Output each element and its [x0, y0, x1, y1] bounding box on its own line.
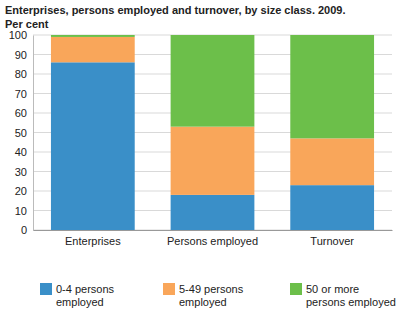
y-axis-line	[33, 36, 34, 231]
chart-container: Enterprises, persons employed and turnov…	[0, 0, 400, 320]
y-tick: 30	[15, 166, 33, 178]
bar	[51, 62, 135, 230]
y-tick-label: 90	[15, 49, 27, 61]
bar	[171, 195, 255, 230]
y-axis: 0 10 20 30 40 50 60 70 80 90 100	[9, 29, 34, 236]
legend-swatch	[40, 283, 52, 295]
legend-swatch	[290, 283, 302, 295]
legend: 0-4 personsemployed 5-49 personsemployed 5…	[40, 283, 396, 308]
y-tick: 90	[15, 49, 33, 61]
y-tick: 10	[15, 205, 33, 217]
bar	[171, 127, 255, 195]
x-axis: Enterprises Persons employed Turnover	[34, 230, 393, 247]
bars	[51, 35, 374, 230]
y-tick-label: 20	[15, 185, 27, 197]
bar	[51, 35, 135, 37]
y-tick-label: 40	[15, 146, 27, 158]
y-tick-label: 60	[15, 107, 27, 119]
x-tick-label: Persons employed	[167, 235, 258, 247]
bar	[290, 138, 374, 185]
y-tick-label: 80	[15, 68, 27, 80]
chart-svg: Enterprises, persons employed and turnov…	[0, 0, 400, 320]
series-group	[51, 35, 374, 138]
y-tick: 0	[21, 224, 33, 236]
y-tick-label: 100	[9, 29, 27, 41]
y-tick-label: 30	[15, 166, 27, 178]
y-tick: 50	[15, 127, 33, 139]
x-tick-label: Turnover	[310, 235, 354, 247]
y-tick: 80	[15, 68, 33, 80]
legend-label: 5-49 personsemployed	[179, 283, 244, 308]
bar	[290, 185, 374, 230]
grid	[33, 35, 392, 230]
y-tick-label: 10	[15, 205, 27, 217]
bar	[171, 35, 255, 127]
y-tick: 20	[15, 185, 33, 197]
x-tick: Turnover	[310, 230, 354, 247]
legend-label: 0-4 personsemployed	[56, 283, 115, 308]
y-tick-label: 50	[15, 127, 27, 139]
x-axis-line	[34, 230, 393, 231]
y-tick: 60	[15, 107, 33, 119]
x-tick-label: Enterprises	[65, 235, 121, 247]
y-tick-label: 70	[15, 88, 27, 100]
title: Enterprises, persons employed and turnov…	[5, 4, 346, 16]
legend-label: 50 or morepersons employed	[306, 283, 396, 308]
x-tick: Persons employed	[167, 230, 258, 247]
legend-swatch	[163, 283, 175, 295]
y-tick-label: 0	[21, 224, 27, 236]
bar	[51, 37, 135, 62]
y-tick: 100	[9, 29, 33, 41]
x-tick: Enterprises	[65, 230, 121, 247]
y-tick: 40	[15, 146, 33, 158]
y-tick: 70	[15, 88, 33, 100]
bar	[290, 35, 374, 138]
